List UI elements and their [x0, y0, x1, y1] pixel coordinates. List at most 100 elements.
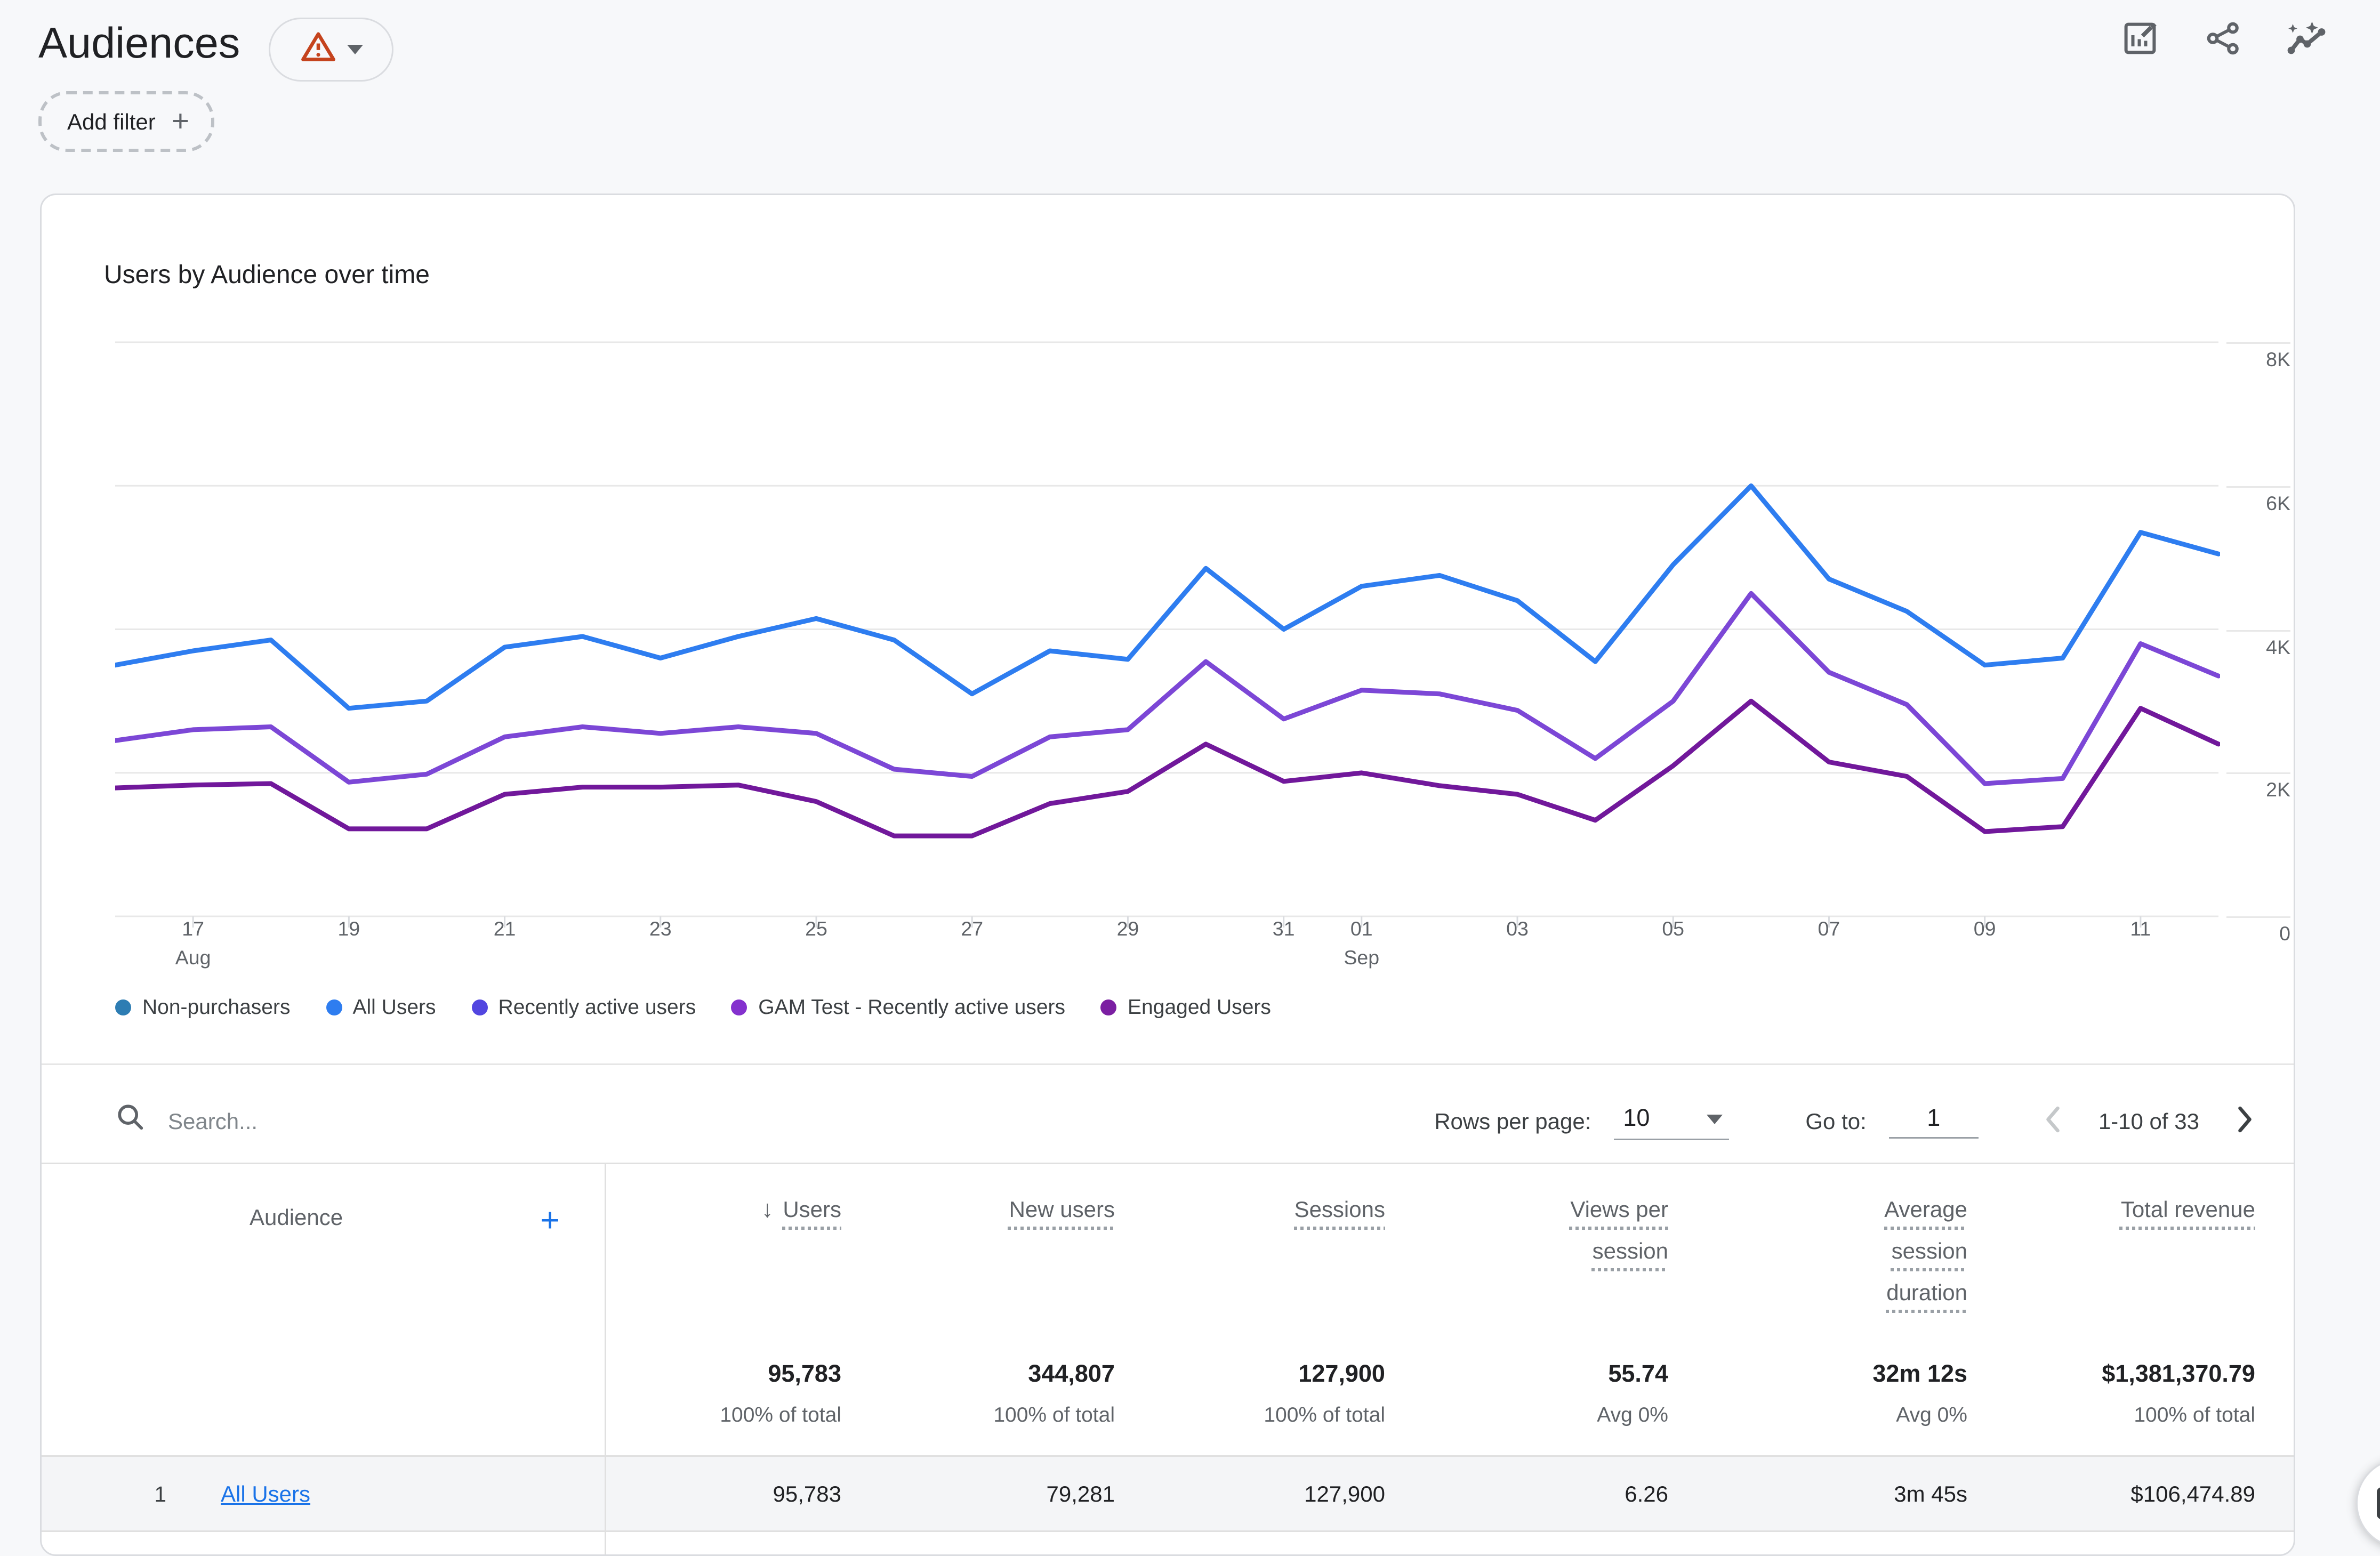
totals-row: 95,783 100% of total 344,807 100% of total…	[42, 1342, 2294, 1455]
x-axis-label: 29	[1116, 918, 1139, 940]
next-page-button[interactable]	[2234, 1104, 2255, 1138]
search-icon	[115, 1102, 146, 1140]
x-axis-label: 11	[2130, 918, 2151, 940]
legend-item: Recently active users	[471, 995, 696, 1019]
pagination-info: 1-10 of 33	[2098, 1108, 2199, 1134]
legend-item: GAM Test - Recently active users	[731, 995, 1065, 1019]
x-axis-label: 03	[1506, 918, 1529, 940]
plus-icon: +	[171, 104, 190, 139]
y-axis-label: 8K	[2266, 349, 2290, 371]
total-revenue: $1,381,370.79 100% of total	[2102, 1361, 2255, 1426]
column-header-users[interactable]: ↓ Users	[605, 1163, 841, 1342]
chevron-down-icon	[1706, 1114, 1723, 1124]
y-axis-label: 6K	[2266, 492, 2290, 515]
goto-page-input[interactable]	[1888, 1103, 1979, 1139]
x-axis-label: 17	[182, 918, 204, 940]
x-axis-label: 25	[805, 918, 827, 940]
legend-dot-icon	[471, 998, 487, 1015]
x-axis-label: 01	[1350, 918, 1373, 940]
column-header-avg-session-duration[interactable]: Average session duration	[1884, 1196, 1967, 1305]
legend-label: GAM Test - Recently active users	[758, 995, 1066, 1019]
chart-legend: Non-purchasers All Users Recently active u…	[115, 995, 1271, 1019]
total-avg-session-duration: 32m 12s Avg 0%	[1872, 1361, 1967, 1426]
total-views-per-session: 55.74 Avg 0%	[1597, 1361, 1668, 1426]
column-divider	[605, 1163, 606, 1554]
search-input[interactable]	[165, 1107, 587, 1135]
column-header-sessions[interactable]: Sessions	[1294, 1196, 1385, 1222]
row-number: 1	[154, 1481, 166, 1506]
legend-label: All Users	[352, 995, 436, 1019]
legend-item: Engaged Users	[1100, 995, 1271, 1019]
rows-per-page-select[interactable]: 10	[1613, 1102, 1729, 1140]
y-axis-label: 0	[2279, 923, 2290, 945]
x-axis-month-label: Sep	[1344, 947, 1380, 969]
customize-report-button[interactable]	[2119, 21, 2161, 62]
chevron-down-icon	[346, 45, 363, 54]
share-icon	[2204, 19, 2242, 65]
audience-link-all-users[interactable]: All Users	[221, 1481, 311, 1506]
column-header-views-per-session[interactable]: Views per session	[1570, 1196, 1668, 1263]
cell-new-users: 79,281	[1046, 1481, 1115, 1506]
legend-item: All Users	[325, 995, 436, 1019]
total-sessions: 127,900 100% of total	[1264, 1361, 1385, 1426]
goto-label: Go to:	[1805, 1108, 1867, 1134]
y-axis-tick	[2226, 342, 2290, 344]
customize-report-icon	[2121, 19, 2159, 65]
y-axis-label: 4K	[2266, 635, 2290, 658]
insights-button[interactable]	[2286, 21, 2327, 62]
column-header-total-revenue[interactable]: Total revenue	[2120, 1196, 2255, 1222]
cell-total-revenue: $106,474.89	[2130, 1481, 2255, 1506]
x-axis-label: 31	[1272, 918, 1295, 940]
x-axis-label: 19	[337, 918, 360, 940]
y-axis-tick	[2226, 772, 2290, 775]
cell-views-per-session: 6.26	[1625, 1481, 1668, 1506]
page-title: Audiences	[38, 19, 240, 67]
y-axis-tick	[2226, 629, 2290, 631]
y-axis-label: 2K	[2266, 779, 2290, 802]
x-axis-month-label: Aug	[175, 947, 211, 969]
insights-icon	[2286, 19, 2327, 65]
table-toolbar: Rows per page: 10 Go to: 1-10 of 33	[42, 1079, 2294, 1164]
previous-page-button[interactable]	[2043, 1104, 2063, 1138]
x-axis-label: 09	[1973, 918, 1996, 940]
total-new-users: 344,807 100% of total	[993, 1361, 1115, 1426]
y-axis-tick	[2226, 916, 2290, 918]
add-dimension-icon[interactable]: +	[540, 1203, 560, 1239]
cell-users: 95,783	[773, 1481, 841, 1506]
legend-item: Non-purchasers	[115, 995, 291, 1019]
add-filter-button[interactable]: Add filter +	[38, 91, 215, 152]
share-button[interactable]	[2202, 21, 2244, 62]
audience-column-header[interactable]: Audience	[250, 1204, 343, 1230]
rows-per-page-value: 10	[1623, 1105, 1650, 1132]
x-axis-label: 23	[649, 918, 672, 940]
total-users: 95,783 100% of total	[720, 1361, 841, 1426]
legend-dot-icon	[731, 998, 747, 1015]
x-axis-label: 21	[493, 918, 516, 940]
table-row: 1 All Users 95,783 79,281 127,900 6.26 3…	[42, 1455, 2294, 1532]
cell-avg-session-duration: 3m 45s	[1894, 1481, 1967, 1506]
legend-label: Non-purchasers	[142, 995, 291, 1019]
legend-dot-icon	[1100, 998, 1117, 1015]
table-header-row: Audience + ↓ Users New users Sessions Vie…	[42, 1163, 2294, 1342]
report-card: Users by Audience over time 8K 6K 4K 2K 0 17 A…	[40, 194, 2295, 1556]
legend-dot-icon	[325, 998, 342, 1015]
chart-title: Users by Audience over time	[104, 262, 430, 289]
rows-per-page-label: Rows per page:	[1434, 1108, 1591, 1134]
chart-plot	[115, 341, 2220, 928]
warning-icon	[300, 30, 335, 70]
feedback-fab-glyph	[2377, 1487, 2380, 1519]
feedback-fab[interactable]	[2356, 1458, 2380, 1548]
add-filter-label: Add filter	[67, 109, 156, 134]
column-header-new-users[interactable]: New users	[1009, 1196, 1115, 1222]
legend-label: Engaged Users	[1128, 995, 1271, 1019]
data-quality-dropdown[interactable]	[269, 18, 393, 82]
cell-sessions: 127,900	[1304, 1481, 1385, 1506]
divider	[42, 1063, 2294, 1065]
x-axis-label: 05	[1662, 918, 1685, 940]
x-axis-label: 07	[1818, 918, 1840, 940]
sort-descending-icon: ↓	[761, 1196, 774, 1223]
y-axis-tick	[2226, 486, 2290, 488]
x-axis-label: 27	[961, 918, 984, 940]
legend-dot-icon	[115, 998, 131, 1015]
